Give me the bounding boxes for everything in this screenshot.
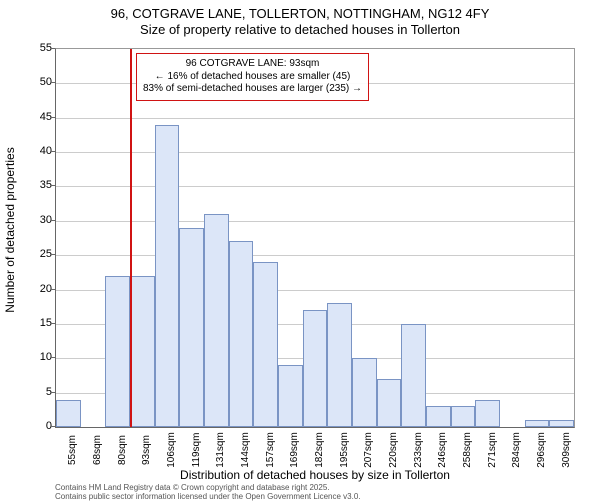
callout-line-2: ← 16% of detached houses are smaller (45… bbox=[155, 71, 351, 82]
histogram-bar bbox=[56, 400, 81, 427]
x-tick-label: 80sqm bbox=[117, 435, 128, 465]
x-tick-label: 169sqm bbox=[289, 432, 300, 468]
histogram-bar bbox=[253, 262, 278, 427]
y-tick-label: 55 bbox=[12, 42, 52, 54]
histogram-bar bbox=[352, 358, 377, 427]
y-tick-label: 15 bbox=[12, 317, 52, 329]
x-tick-label: 258sqm bbox=[462, 432, 473, 468]
x-tick-label: 93sqm bbox=[141, 435, 152, 465]
y-tick-label: 20 bbox=[12, 283, 52, 295]
histogram-bar bbox=[549, 420, 574, 427]
gridline bbox=[56, 186, 574, 187]
x-tick-label: 309sqm bbox=[561, 432, 572, 468]
chart-container: 96, COTGRAVE LANE, TOLLERTON, NOTTINGHAM… bbox=[0, 0, 600, 500]
gridline bbox=[56, 118, 574, 119]
y-tick-label: 35 bbox=[12, 179, 52, 191]
y-tick-label: 5 bbox=[12, 386, 52, 398]
gridline bbox=[56, 255, 574, 256]
x-tick-label: 106sqm bbox=[166, 432, 177, 468]
x-tick-label: 119sqm bbox=[191, 433, 202, 468]
x-tick-label: 246sqm bbox=[437, 432, 448, 468]
histogram-bar bbox=[179, 228, 204, 427]
histogram-bar bbox=[229, 241, 254, 427]
gridline bbox=[56, 152, 574, 153]
y-tick-label: 30 bbox=[12, 214, 52, 226]
title-line-1: 96, COTGRAVE LANE, TOLLERTON, NOTTINGHAM… bbox=[111, 6, 490, 21]
y-tick-label: 45 bbox=[12, 111, 52, 123]
histogram-bar bbox=[401, 324, 426, 427]
footer-line-1: Contains HM Land Registry data © Crown c… bbox=[55, 483, 330, 492]
y-tick-label: 50 bbox=[12, 76, 52, 88]
footer-line-2: Contains public sector information licen… bbox=[55, 492, 361, 501]
chart-title: 96, COTGRAVE LANE, TOLLERTON, NOTTINGHAM… bbox=[0, 0, 600, 39]
histogram-bar bbox=[426, 406, 451, 427]
histogram-bar bbox=[525, 420, 550, 427]
histogram-bar bbox=[105, 276, 130, 427]
x-tick-label: 144sqm bbox=[240, 432, 251, 468]
histogram-bar bbox=[303, 310, 328, 427]
y-tick-label: 10 bbox=[12, 351, 52, 363]
x-tick-label: 68sqm bbox=[92, 435, 103, 465]
title-line-2: Size of property relative to detached ho… bbox=[140, 22, 460, 37]
y-tick-label: 25 bbox=[12, 248, 52, 260]
x-tick-label: 233sqm bbox=[413, 432, 424, 468]
y-tick-label: 40 bbox=[12, 145, 52, 157]
x-axis-label: Distribution of detached houses by size … bbox=[55, 468, 575, 482]
x-tick-label: 55sqm bbox=[67, 435, 78, 465]
callout-line-3: 83% of semi-detached houses are larger (… bbox=[143, 83, 362, 94]
x-tick-label: 131sqm bbox=[215, 432, 226, 468]
histogram-bar bbox=[377, 379, 402, 427]
callout-line-1: 96 COTGRAVE LANE: 93sqm bbox=[186, 58, 320, 69]
histogram-bar bbox=[278, 365, 303, 427]
x-tick-label: 284sqm bbox=[511, 432, 522, 468]
histogram-bar bbox=[327, 303, 352, 427]
callout-box: 96 COTGRAVE LANE: 93sqm ← 16% of detache… bbox=[136, 53, 369, 101]
x-tick-label: 296sqm bbox=[536, 432, 547, 468]
x-tick-label: 157sqm bbox=[265, 432, 276, 468]
x-tick-label: 220sqm bbox=[388, 432, 399, 468]
x-tick-label: 195sqm bbox=[339, 432, 350, 468]
marker-line bbox=[130, 49, 132, 427]
gridline bbox=[56, 221, 574, 222]
y-tick-label: 0 bbox=[12, 420, 52, 432]
x-tick-label: 207sqm bbox=[363, 432, 374, 468]
x-tick-label: 271sqm bbox=[487, 432, 498, 468]
histogram-bar bbox=[451, 406, 476, 427]
histogram-bar bbox=[475, 400, 500, 427]
footer-attribution: Contains HM Land Registry data © Crown c… bbox=[55, 484, 361, 502]
plot-area: 96 COTGRAVE LANE: 93sqm ← 16% of detache… bbox=[55, 48, 575, 428]
x-tick-label: 182sqm bbox=[314, 432, 325, 468]
histogram-bar bbox=[130, 276, 155, 427]
histogram-bar bbox=[155, 125, 180, 427]
histogram-bar bbox=[204, 214, 229, 427]
